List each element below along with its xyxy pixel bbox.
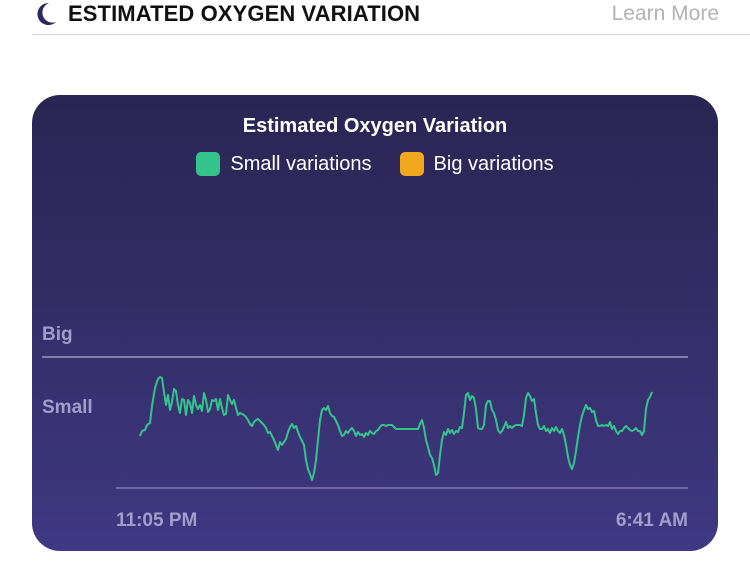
- section-title: ESTIMATED OXYGEN VARIATION: [68, 1, 421, 26]
- oxygen-variation-card: Estimated Oxygen Variation Small variati…: [32, 95, 718, 551]
- legend-swatch-small: [196, 152, 221, 176]
- legend-label-small: Small variations: [230, 153, 372, 175]
- learn-more-link[interactable]: Learn More: [611, 2, 719, 25]
- x-label-start: 11:05 PM: [116, 510, 198, 531]
- chart-legend: Small variations Big variations: [32, 152, 718, 176]
- legend-label-big: Big variations: [433, 153, 554, 175]
- y-label-small: Small: [42, 397, 93, 418]
- x-label-end: 6:41 AM: [615, 510, 688, 531]
- legend-item-big: Big variations: [399, 152, 554, 176]
- chart-title: Estimated Oxygen Variation: [242, 115, 508, 137]
- section-header: ESTIMATED OXYGEN VARIATION Learn More: [0, 0, 750, 36]
- legend-item-small: Small variations: [196, 152, 372, 176]
- oxygen-line-plot: [42, 356, 688, 489]
- legend-swatch-big: [399, 152, 424, 176]
- moon-icon: [37, 2, 56, 25]
- header-divider: [32, 34, 750, 35]
- small-variations-line: [139, 376, 653, 481]
- y-label-big: Big: [42, 324, 73, 345]
